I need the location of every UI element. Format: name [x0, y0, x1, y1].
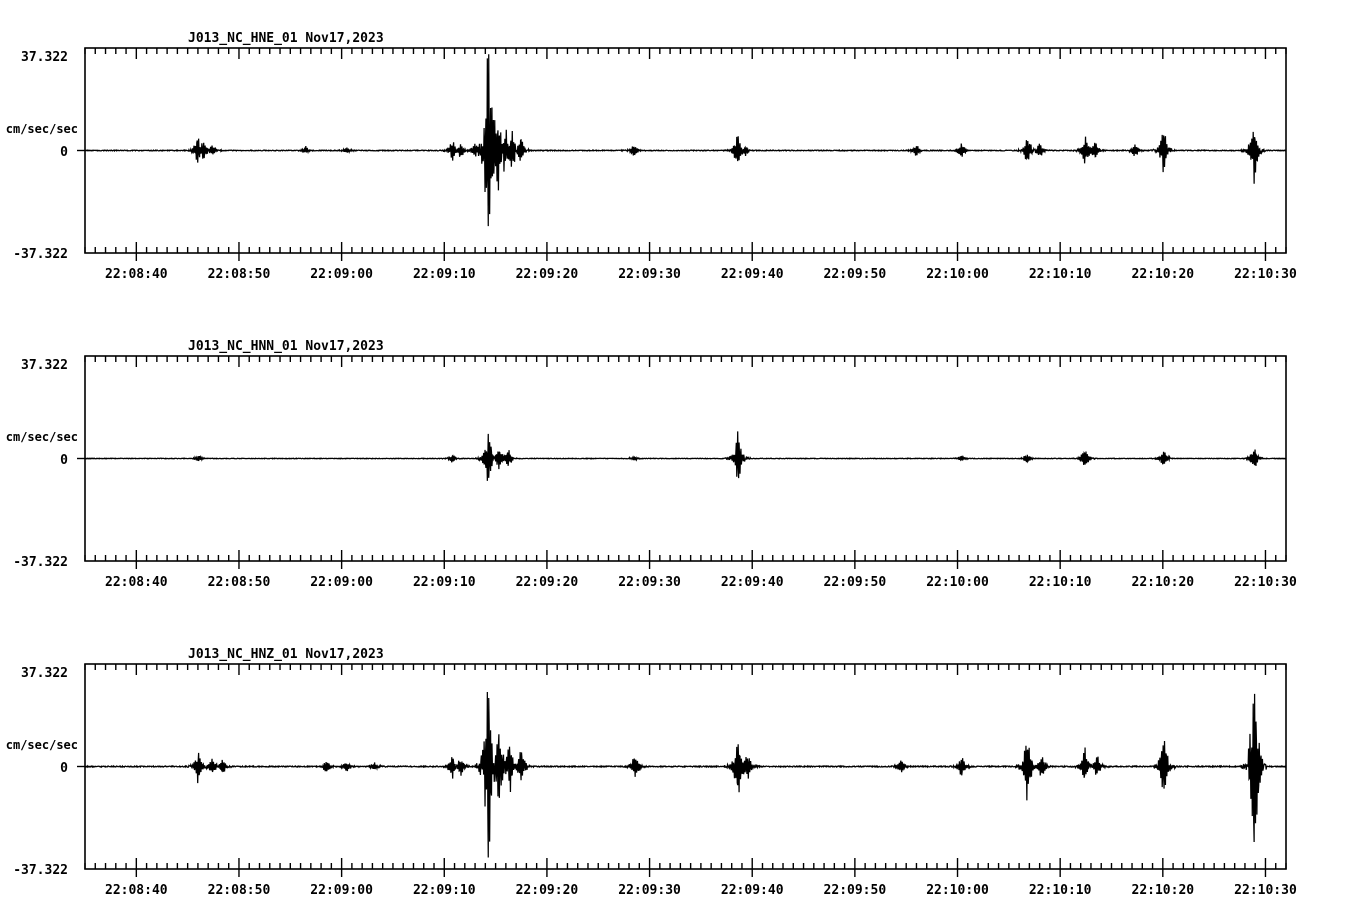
y-zero-label-hnn: 0 [60, 453, 68, 468]
x-tick-label: 22:10:30 [1234, 575, 1297, 590]
y-unit-label-hnn: cm/sec/sec [6, 430, 78, 444]
x-tick-label: 22:09:00 [310, 883, 373, 898]
y-unit-label-hne: cm/sec/sec [6, 122, 78, 136]
axis-hne [77, 47, 1287, 261]
x-tick-label: 22:10:10 [1029, 575, 1092, 590]
y-unit-label-hnz: cm/sec/sec [6, 738, 78, 752]
y-max-label-hnn: 37.322 [21, 358, 68, 373]
x-tick-label: 22:10:30 [1234, 883, 1297, 898]
x-tick-labels-hne: 22:08:40 22:08:50 22:09:00 22:09:10 22:09:20… [105, 267, 1297, 282]
x-tick-label: 22:09:10 [413, 267, 476, 282]
seismogram-panel-hnz: J013_NC_HNZ_01 Nov17,2023 37.322 cm/sec/… [0, 616, 1358, 924]
x-tick-label: 22:08:40 [105, 883, 168, 898]
x-tick-label: 22:08:50 [208, 575, 271, 590]
x-tick-label: 22:09:10 [413, 575, 476, 590]
x-tick-label: 22:09:20 [516, 883, 579, 898]
y-min-label-hnz: -37.322 [13, 863, 68, 878]
x-tick-label: 22:10:30 [1234, 267, 1297, 282]
x-tick-label: 22:10:00 [926, 267, 989, 282]
x-tick-label: 22:09:30 [618, 267, 681, 282]
panel-title-hnn: J013_NC_HNN_01 Nov17,2023 [188, 339, 384, 354]
x-tick-label: 22:09:50 [824, 575, 887, 590]
x-tick-label: 22:09:20 [516, 267, 579, 282]
x-tick-labels-hnn: 22:08:40 22:08:50 22:09:00 22:09:10 22:09:20… [105, 575, 1297, 590]
panel-title-hnz: J013_NC_HNZ_01 Nov17,2023 [188, 647, 384, 662]
axis-hnn [77, 355, 1287, 569]
x-tick-labels-hnz: 22:08:40 22:08:50 22:09:00 22:09:10 22:09:20… [105, 883, 1297, 898]
x-tick-label: 22:10:20 [1132, 575, 1195, 590]
y-max-label-hne: 37.322 [21, 50, 68, 65]
x-tick-label: 22:09:40 [721, 883, 784, 898]
x-tick-label: 22:08:50 [208, 267, 271, 282]
panel-title-hne: J013_NC_HNE_01 Nov17,2023 [188, 31, 384, 46]
x-tick-label: 22:10:20 [1132, 267, 1195, 282]
x-tick-label: 22:09:00 [310, 267, 373, 282]
waveform-trace-hnz [84, 691, 1287, 858]
x-tick-label: 22:09:50 [824, 883, 887, 898]
waveform-trace-hne [84, 54, 1287, 227]
y-min-label-hne: -37.322 [13, 247, 68, 262]
x-tick-label: 22:10:00 [926, 883, 989, 898]
waveform-trace-hnn [84, 431, 1287, 481]
x-tick-label: 22:09:40 [721, 575, 784, 590]
x-ticks-hne [84, 48, 1287, 261]
x-tick-label: 22:10:10 [1029, 267, 1092, 282]
x-tick-label: 22:09:40 [721, 267, 784, 282]
axis-hnz [77, 663, 1287, 877]
x-tick-label: 22:09:10 [413, 883, 476, 898]
x-tick-label: 22:08:40 [105, 267, 168, 282]
seismogram-panel-hne: J013_NC_HNE_01 Nov17,2023 37.322 cm/sec/… [0, 0, 1358, 308]
panel-canvas-hne: J013_NC_HNE_01 Nov17,2023 37.322 cm/sec/… [6, 31, 1297, 282]
panel-canvas-hnz: J013_NC_HNZ_01 Nov17,2023 37.322 cm/sec/… [6, 647, 1297, 898]
x-tick-label: 22:09:30 [618, 883, 681, 898]
y-min-label-hnn: -37.322 [13, 555, 68, 570]
x-tick-label: 22:08:50 [208, 883, 271, 898]
x-tick-label: 22:10:00 [926, 575, 989, 590]
x-tick-label: 22:09:20 [516, 575, 579, 590]
x-tick-label: 22:10:20 [1132, 883, 1195, 898]
x-ticks-hnn [84, 356, 1287, 569]
x-tick-label: 22:09:50 [824, 267, 887, 282]
y-zero-label-hnz: 0 [60, 761, 68, 776]
x-tick-label: 22:08:40 [105, 575, 168, 590]
seismogram-panel-hnn: J013_NC_HNN_01 Nov17,2023 37.322 cm/sec/… [0, 308, 1358, 616]
panel-canvas-hnn: J013_NC_HNN_01 Nov17,2023 37.322 cm/sec/… [6, 339, 1297, 590]
y-max-label-hnz: 37.322 [21, 666, 68, 681]
x-tick-label: 22:09:00 [310, 575, 373, 590]
x-tick-label: 22:09:30 [618, 575, 681, 590]
y-zero-label-hne: 0 [60, 145, 68, 160]
x-ticks-hnz [84, 664, 1287, 877]
x-tick-label: 22:10:10 [1029, 883, 1092, 898]
